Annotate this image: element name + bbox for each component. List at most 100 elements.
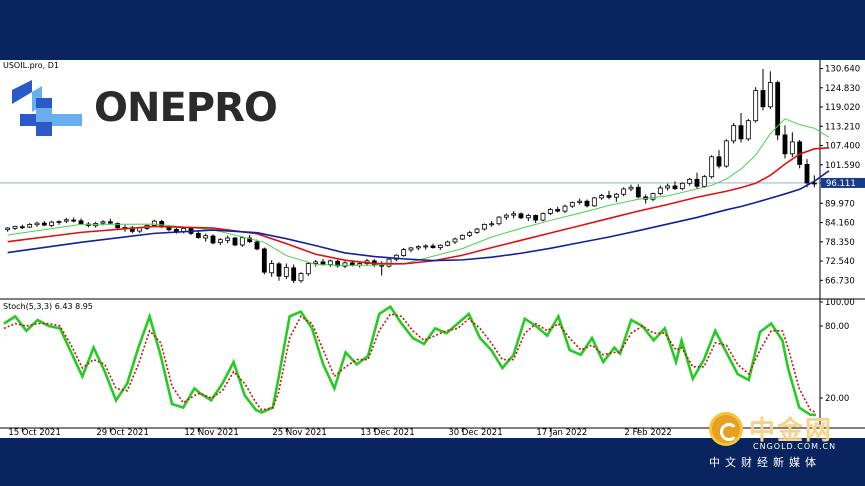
- brand-tagline: 中文财经新媒体: [709, 456, 821, 469]
- ma-fast-line: [7, 118, 830, 267]
- candle-body: [247, 237, 253, 243]
- time-tick-label: 15 Oct 2021: [8, 428, 61, 438]
- candle-body: [503, 214, 509, 218]
- candle-body: [401, 249, 407, 256]
- candle-body: [789, 141, 795, 155]
- stoch-main-line: [3, 305, 816, 417]
- onepro-logo: ONEPRO: [6, 78, 278, 138]
- candle-body: [71, 219, 77, 222]
- cngold-brand: 中金网 CNGOLD.COM.CN 中文财经新媒体: [709, 410, 859, 474]
- candle-body: [232, 237, 238, 246]
- candle-body: [445, 241, 451, 246]
- candle-body: [34, 222, 40, 226]
- candle-body: [665, 185, 671, 189]
- candle-body: [27, 224, 33, 228]
- candle-body: [393, 254, 399, 260]
- candle-body: [151, 220, 157, 226]
- candle-body: [584, 200, 590, 207]
- candle-body: [562, 205, 568, 212]
- candle-body: [694, 178, 700, 187]
- candle-body: [767, 82, 773, 108]
- candle-body: [811, 182, 817, 185]
- candle-body: [5, 227, 11, 231]
- candle-body: [489, 223, 495, 226]
- candle-body: [342, 262, 348, 267]
- price-tick-label: 124.830: [825, 84, 860, 94]
- current-price-box: [821, 177, 865, 188]
- stoch-label: Stoch(5,3,3) 6.43 8.95: [3, 302, 93, 311]
- candle-body: [78, 220, 84, 225]
- candle-body: [745, 120, 751, 140]
- candle-body: [533, 215, 539, 221]
- candle-body: [320, 261, 326, 265]
- candle-body: [217, 239, 223, 244]
- candle-body: [709, 156, 715, 178]
- candle-body: [723, 140, 729, 167]
- price-tick-label: 119.020: [825, 103, 860, 113]
- candle-body: [577, 200, 583, 203]
- candle-body: [452, 238, 458, 243]
- brand-name: 中金网: [749, 416, 834, 446]
- candle-body: [459, 234, 465, 240]
- time-tick-label: 2 Feb 2022: [624, 428, 672, 438]
- candle-body: [496, 216, 502, 225]
- candle-body: [591, 197, 597, 207]
- candle-body: [525, 215, 531, 219]
- candle-body: [408, 247, 414, 251]
- candle-body: [305, 263, 311, 275]
- candle-body: [41, 222, 47, 226]
- time-tick-label: 17 Jan 2022: [536, 428, 587, 438]
- candle-body: [291, 267, 297, 281]
- candle-body: [12, 225, 18, 229]
- candle-body: [100, 221, 106, 224]
- chart-title: USOIL.pro, D1: [3, 61, 59, 70]
- time-tick-label: 30 Dec 2021: [448, 428, 502, 438]
- candle-body: [804, 164, 810, 184]
- candle-body: [782, 134, 788, 155]
- candle-body: [621, 188, 627, 195]
- candle-body: [731, 125, 737, 142]
- candle-body: [283, 267, 289, 277]
- cngold-seal-icon: [709, 412, 743, 446]
- candle-body: [327, 260, 333, 265]
- candle-body: [115, 223, 121, 229]
- price-tick-label: 66.730: [825, 276, 855, 286]
- candle-body: [775, 82, 781, 136]
- candle-body: [203, 235, 209, 239]
- candle-body: [386, 258, 392, 267]
- candle-body: [225, 237, 231, 241]
- candle-body: [254, 241, 260, 250]
- price-tick-label: 84.160: [825, 219, 855, 229]
- candle-body: [753, 90, 759, 122]
- candle-body: [687, 178, 693, 184]
- candle-body: [430, 245, 436, 249]
- brand-domain: CNGOLD.COM.CN: [753, 442, 837, 451]
- candle-body: [760, 90, 766, 108]
- candle-body: [628, 186, 634, 190]
- candle-body: [335, 260, 341, 267]
- candle-body: [599, 195, 605, 199]
- onepro-wordmark: ONEPRO: [94, 85, 278, 131]
- candle-body: [423, 245, 429, 248]
- candle-body: [313, 261, 319, 264]
- candle-body: [511, 213, 517, 216]
- price-tick-label: 101.590: [825, 161, 860, 171]
- candle-body: [547, 209, 553, 214]
- price-tick-label: 107.400: [825, 142, 860, 152]
- candle-body: [540, 213, 546, 221]
- candle-body: [481, 224, 487, 230]
- candle-body: [269, 263, 275, 274]
- candle-body: [437, 244, 443, 249]
- candle-body: [261, 248, 267, 273]
- candle-body: [298, 273, 304, 282]
- candle-body: [569, 202, 575, 207]
- chart-svg: USOIL.pro, D1 130.640 124.830 119.020 113.21…: [0, 60, 865, 438]
- candle-body: [349, 262, 355, 266]
- candle-body: [716, 156, 722, 167]
- price-tick-label: 89.970: [825, 199, 855, 209]
- candle-body: [49, 221, 55, 226]
- time-tick-label: 29 Oct 2021: [96, 428, 149, 438]
- price-tick-label: 78.350: [825, 238, 855, 248]
- candle-body: [239, 237, 245, 246]
- time-tick-label: 12 Nov 2021: [184, 428, 238, 438]
